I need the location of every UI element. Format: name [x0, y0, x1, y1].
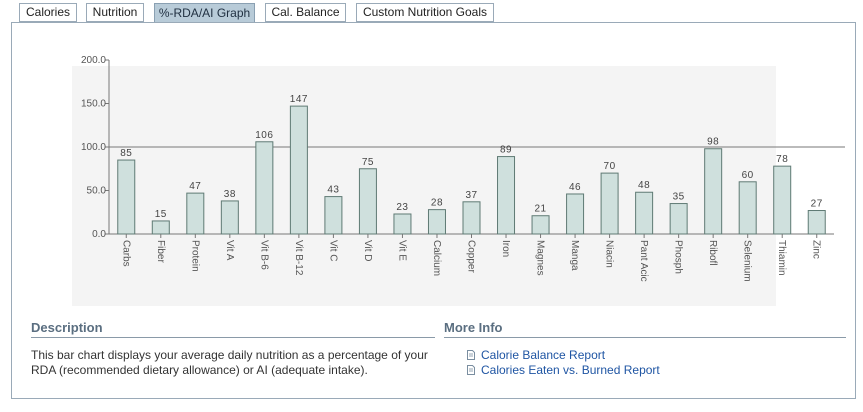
bar — [358, 168, 377, 235]
x-category-label: Vit B-12 — [293, 240, 304, 276]
calorie-balance-report-link[interactable]: Calorie Balance Report — [467, 348, 605, 362]
calorie-balance-report-label: Calorie Balance Report — [481, 348, 606, 362]
bar — [635, 191, 654, 235]
bar-value-label: 23 — [396, 202, 408, 213]
x-category-label: Zinc — [811, 240, 822, 259]
document-icon — [467, 365, 475, 375]
x-category-label: Copper — [466, 240, 477, 273]
x-category-label: Calcium — [431, 240, 442, 276]
bar — [427, 209, 446, 235]
bar — [462, 201, 481, 235]
x-category-label: Thiamin — [776, 240, 787, 276]
x-category-label: Pant Acic — [638, 240, 649, 282]
x-category-label: Phosph — [673, 240, 684, 274]
bar — [393, 213, 412, 235]
bar — [600, 172, 619, 235]
bar — [566, 193, 585, 235]
tab-rda-ai-graph[interactable]: %-RDA/AI Graph — [154, 3, 255, 23]
bar-value-label: 78 — [776, 154, 788, 165]
bar-value-label: 48 — [638, 180, 650, 191]
x-category-label: Manga — [569, 240, 580, 271]
bar-value-label: 85 — [120, 148, 132, 159]
x-category-label: Vit B-6 — [258, 240, 269, 270]
bar — [807, 210, 826, 235]
bar-value-label: 47 — [189, 181, 201, 192]
calories-eaten-vs-burned-label: Calories Eaten vs. Burned Report — [481, 363, 660, 377]
x-category-label: Selenium — [742, 240, 753, 282]
x-category-label: Carbs — [120, 240, 131, 267]
tab-nutrition[interactable]: Nutrition — [86, 3, 144, 22]
tab-custom-nutrition-goals[interactable]: Custom Nutrition Goals — [356, 3, 494, 22]
bar — [324, 196, 343, 235]
bar-value-label: 106 — [255, 130, 273, 141]
x-category-label: Fiber — [155, 240, 166, 263]
bar — [151, 220, 170, 235]
y-tick-label: 150.0 — [81, 99, 106, 110]
bar-value-label: 60 — [742, 170, 754, 181]
x-category-label: Iron — [500, 240, 511, 257]
bar-value-label: 38 — [224, 189, 236, 200]
rda-bar-chart: 0.0 50.0 100.0 150.0 200.0 85 Carbs 15 Fiber 47 Pr… — [81, 55, 845, 282]
tab-calories[interactable]: Calories — [19, 3, 77, 22]
bar-value-label: 147 — [290, 94, 308, 105]
bar-value-label: 35 — [673, 192, 685, 203]
bar-value-label: 21 — [534, 204, 546, 215]
x-category-label: Ribofl — [707, 240, 718, 266]
tab-cal-balance[interactable]: Cal. Balance — [265, 3, 346, 22]
chart-area — [72, 66, 776, 306]
bar — [289, 105, 308, 235]
x-category-label: Vit D — [362, 240, 373, 262]
bar — [255, 141, 274, 235]
bar — [531, 215, 550, 235]
content-panel: 0.0 50.0 100.0 150.0 200.0 85 Carbs 15 Fiber 47 Pr… — [11, 22, 856, 399]
y-tick-label: 100.0 — [81, 142, 106, 153]
bar-value-label: 75 — [362, 157, 374, 168]
y-tick-label: 0.0 — [92, 229, 106, 240]
x-category-label: Protein — [189, 240, 200, 272]
bar-value-label: 37 — [465, 190, 477, 201]
bar-value-label: 43 — [327, 185, 339, 196]
x-category-label: Vit E — [396, 240, 407, 261]
bar-value-label: 70 — [604, 161, 616, 172]
bar — [220, 200, 239, 235]
bar — [117, 159, 136, 235]
description-title: Description — [31, 320, 103, 335]
bar-value-label: 27 — [811, 199, 823, 210]
bar — [669, 203, 688, 235]
more-info-title: More Info — [444, 320, 503, 335]
description-divider — [31, 337, 435, 338]
bar-value-label: 98 — [707, 137, 719, 148]
document-icon — [467, 350, 475, 360]
bar — [738, 181, 757, 235]
bar-value-label: 46 — [569, 182, 581, 193]
calories-eaten-vs-burned-link[interactable]: Calories Eaten vs. Burned Report — [467, 363, 660, 377]
y-tick-label: 200.0 — [81, 55, 106, 66]
more-info-divider — [444, 337, 846, 338]
description-text: This bar chart displays your average dai… — [31, 348, 428, 377]
bar-value-label: 89 — [500, 145, 512, 156]
x-category-label: Vit A — [224, 240, 235, 261]
x-category-label: Magnes — [535, 240, 546, 276]
bar-value-label: 15 — [155, 209, 167, 220]
bar — [773, 165, 792, 235]
bar-value-label: 28 — [431, 198, 443, 209]
bar — [497, 156, 516, 235]
bar — [186, 192, 205, 235]
x-category-label: Niacin — [604, 240, 615, 268]
bar — [704, 148, 723, 235]
x-category-label: Vit C — [327, 240, 338, 262]
y-tick-label: 50.0 — [87, 186, 107, 197]
